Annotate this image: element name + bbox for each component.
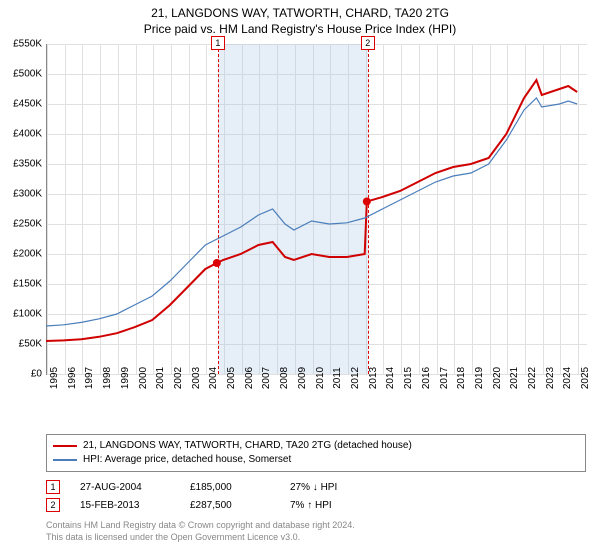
footer-line-2: This data is licensed under the Open Gov… (46, 532, 355, 544)
sale-price: £287,500 (190, 500, 270, 511)
chart-title: 21, LANGDONS WAY, TATWORTH, CHARD, TA20 … (0, 0, 600, 22)
y-axis-label: £550K (2, 39, 42, 50)
y-axis-label: £400K (2, 129, 42, 140)
y-axis-label: £100K (2, 309, 42, 320)
legend: 21, LANGDONS WAY, TATWORTH, CHARD, TA20 … (46, 434, 586, 472)
x-axis-label: 2008 (279, 367, 290, 389)
x-axis-label: 2021 (509, 367, 520, 389)
y-axis-label: £300K (2, 189, 42, 200)
x-axis-label: 2005 (226, 367, 237, 389)
x-axis-label: 2004 (208, 367, 219, 389)
x-axis-label: 1999 (120, 367, 131, 389)
chart-subtitle: Price paid vs. HM Land Registry's House … (0, 22, 600, 40)
x-axis-label: 2019 (474, 367, 485, 389)
x-axis-label: 2009 (297, 367, 308, 389)
x-axis-label: 2012 (350, 367, 361, 389)
sale-row-marker: 2 (46, 498, 60, 512)
x-axis-label: 2013 (368, 367, 379, 389)
legend-label: 21, LANGDONS WAY, TATWORTH, CHARD, TA20 … (83, 439, 412, 453)
y-axis-label: £450K (2, 99, 42, 110)
x-axis-label: 1997 (84, 367, 95, 389)
sale-row: 2 15-FEB-2013 £287,500 7% ↑ HPI (46, 496, 370, 514)
x-axis-label: 2024 (562, 367, 573, 389)
sales-table: 1 27-AUG-2004 £185,000 27% ↓ HPI 2 15-FEB-201… (46, 478, 370, 514)
y-axis-label: £0 (2, 369, 42, 380)
x-axis-label: 2017 (439, 367, 450, 389)
x-axis-label: 2022 (527, 367, 538, 389)
sale-date: 15-FEB-2013 (80, 500, 170, 511)
y-axis-label: £200K (2, 249, 42, 260)
y-axis-label: £350K (2, 159, 42, 170)
x-axis-label: 2015 (403, 367, 414, 389)
sale-row-marker: 1 (46, 480, 60, 494)
x-axis-label: 2023 (545, 367, 556, 389)
sale-delta: 7% ↑ HPI (290, 500, 370, 511)
sale-price: £185,000 (190, 482, 270, 493)
x-axis-label: 2000 (138, 367, 149, 389)
legend-item: 21, LANGDONS WAY, TATWORTH, CHARD, TA20 … (53, 439, 579, 453)
sale-date: 27-AUG-2004 (80, 482, 170, 493)
x-axis-label: 2006 (244, 367, 255, 389)
legend-swatch (53, 459, 77, 460)
y-axis-label: £50K (2, 339, 42, 350)
x-axis-label: 2016 (421, 367, 432, 389)
y-axis-label: £250K (2, 219, 42, 230)
x-axis-label: 2018 (456, 367, 467, 389)
x-axis-label: 2002 (173, 367, 184, 389)
legend-item: HPI: Average price, detached house, Some… (53, 453, 579, 467)
sale-point (213, 259, 221, 267)
x-axis-label: 2025 (580, 367, 591, 389)
sale-delta: 27% ↓ HPI (290, 482, 370, 493)
sale-point (363, 198, 371, 206)
footer-line-1: Contains HM Land Registry data © Crown c… (46, 520, 355, 532)
x-axis-label: 1998 (102, 367, 113, 389)
footer-attribution: Contains HM Land Registry data © Crown c… (46, 520, 355, 543)
sale-marker-box: 1 (211, 36, 225, 50)
series-line-hpi (46, 98, 577, 326)
x-axis-label: 2001 (155, 367, 166, 389)
y-axis-label: £500K (2, 69, 42, 80)
x-axis-label: 2003 (191, 367, 202, 389)
chart-area: £0£50K£100K£150K£200K£250K£300K£350K£400… (46, 44, 586, 394)
sale-marker-box: 2 (361, 36, 375, 50)
legend-swatch (53, 445, 77, 447)
series-line-property (46, 80, 577, 341)
x-axis-label: 2011 (332, 367, 343, 389)
x-axis-label: 1995 (49, 367, 60, 389)
x-axis-label: 1996 (67, 367, 78, 389)
x-axis-label: 2020 (492, 367, 503, 389)
chart-svg (46, 44, 586, 374)
legend-label: HPI: Average price, detached house, Some… (83, 453, 291, 467)
x-axis-label: 2014 (385, 367, 396, 389)
sale-row: 1 27-AUG-2004 £185,000 27% ↓ HPI (46, 478, 370, 496)
x-axis-label: 2007 (261, 367, 272, 389)
y-axis-label: £150K (2, 279, 42, 290)
x-axis-label: 2010 (315, 367, 326, 389)
